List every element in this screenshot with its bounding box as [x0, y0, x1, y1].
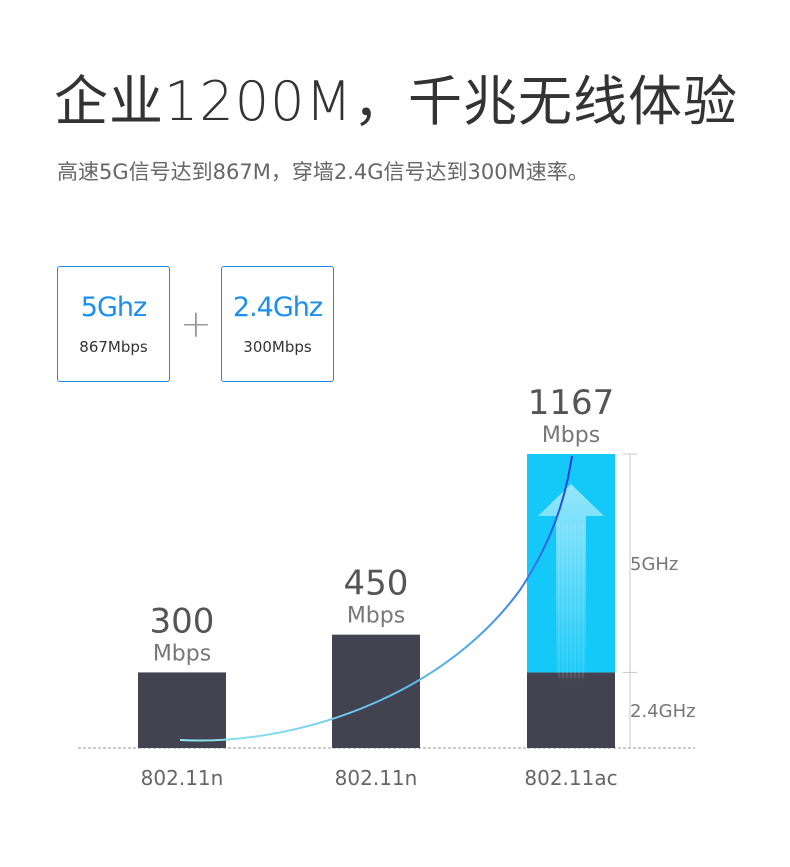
up-arrow-icon — [538, 484, 604, 683]
growth-curve — [179, 455, 573, 742]
bar-chart: 300Mbps802.11n450Mbps802.11n1167Mbps802.… — [78, 383, 696, 790]
bar-3-value: 1167 — [528, 383, 615, 423]
bar-3-unit: Mbps — [542, 423, 600, 448]
bar-2-unit: Mbps — [347, 604, 405, 629]
bar-1-value: 300 — [150, 601, 215, 641]
bracket-label-5ghz: 5GHz — [630, 554, 678, 575]
bar-1-unit: Mbps — [153, 641, 211, 666]
bar-2-value: 450 — [344, 564, 409, 604]
x-tick-label-2: 802.11n — [335, 766, 418, 790]
bar-2-base — [332, 634, 420, 748]
band-5ghz-rate: 867Mbps — [79, 338, 148, 356]
band-24ghz-rate: 300Mbps — [243, 338, 312, 356]
page-subtitle: 高速5G信号达到867M，穿墙2.4G信号达到300M速率。 — [57, 160, 589, 184]
x-tick-label-3: 802.11ac — [524, 766, 617, 790]
band-24ghz-box: 2.4Ghz 300Mbps — [221, 266, 334, 382]
x-tick-label-1: 802.11n — [141, 766, 224, 790]
bracket-label-24ghz: 2.4GHz — [630, 701, 696, 722]
page-title: 企业1200M，千兆无线体验 — [54, 70, 739, 133]
band-5ghz-box: 5Ghz 867Mbps — [57, 266, 170, 382]
band-24ghz-freq: 2.4Ghz — [232, 292, 323, 323]
bar-1-base — [138, 672, 226, 748]
bar-3-base — [527, 672, 615, 748]
plus-icon: + — [180, 302, 212, 346]
band-5ghz-freq: 5Ghz — [80, 292, 147, 323]
